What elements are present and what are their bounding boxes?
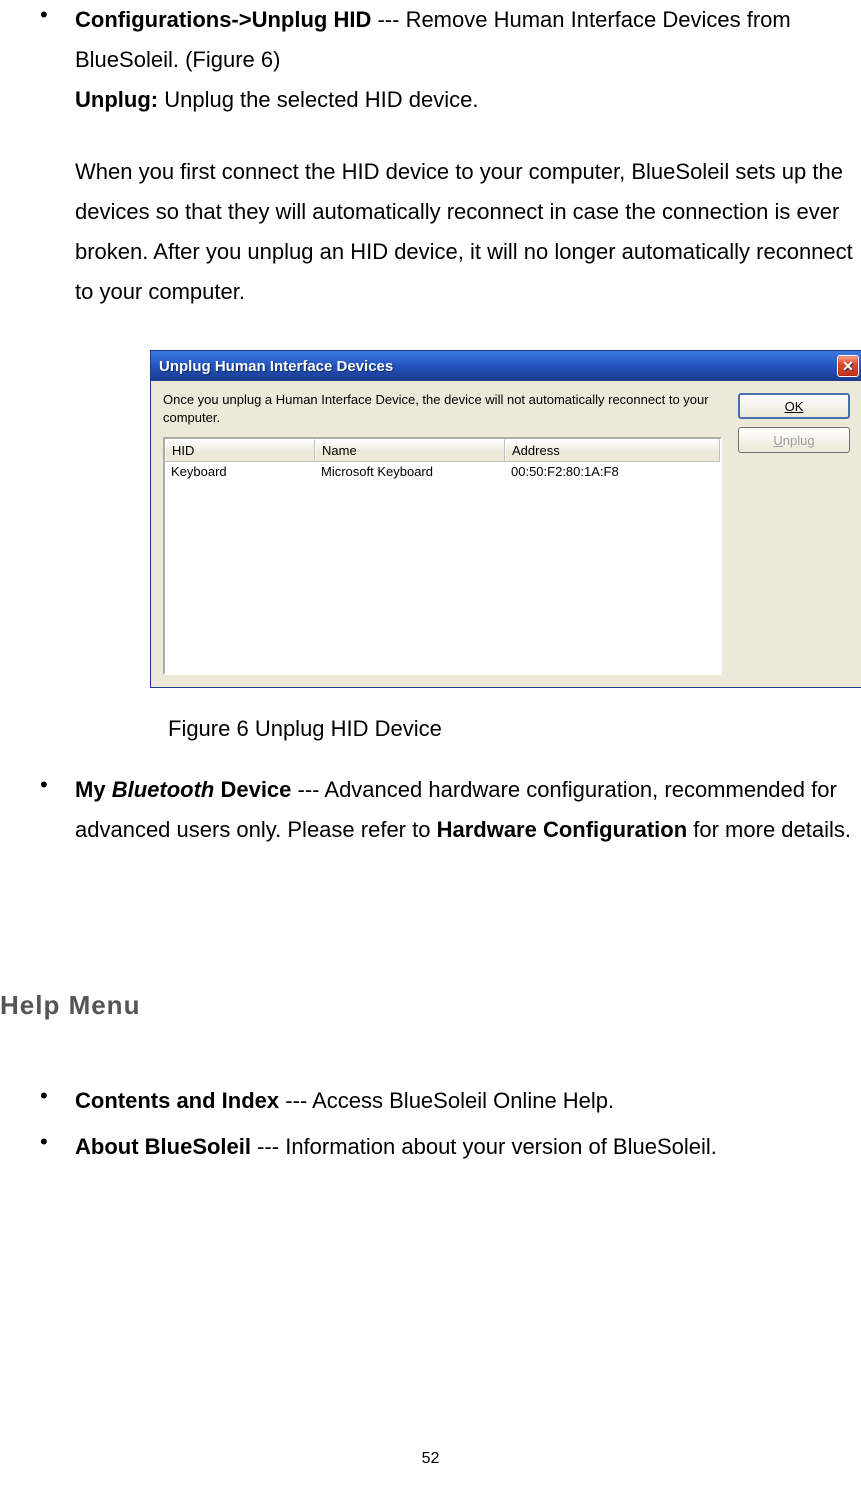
unplug-desc: Unplug the selected HID device. [158,87,478,112]
unplug-line: Unplug: Unplug the selected HID device. [75,80,861,120]
help-menu-heading: Help Menu [0,990,861,1021]
config-bullet: Configurations->Unplug HID --- Remove Hu… [30,0,861,742]
unplug-button-label: Unplug [773,433,814,448]
config-text: Configurations->Unplug HID --- Remove Hu… [75,0,861,80]
col-header-name[interactable]: Name [315,439,505,461]
mybt-label-em: Bluetooth [112,777,215,802]
cell-name: Microsoft Keyboard [315,462,505,481]
dialog-desc: Once you unplug a Human Interface Device… [163,391,722,427]
help-about-label: About BlueSoleil [75,1134,251,1159]
list-header: HID Name Address [165,439,720,462]
unplug-button[interactable]: Unplug [738,427,850,453]
col-header-hid[interactable]: HID [165,439,315,461]
dialog-body: Once you unplug a Human Interface Device… [151,381,861,687]
mybt-label-post: Device [214,777,291,802]
page-number: 52 [0,1450,861,1468]
config-para2: When you first connect the HID device to… [75,152,861,312]
help-contents-bullet: Contents and Index --- Access BlueSoleil… [30,1081,861,1121]
dialog-left: Once you unplug a Human Interface Device… [163,391,722,675]
dialog-titlebar: Unplug Human Interface Devices ✕ [151,351,861,381]
help-contents-label: Contents and Index [75,1088,279,1113]
unplug-dialog: Unplug Human Interface Devices ✕ Once yo… [150,350,861,688]
close-icon[interactable]: ✕ [837,355,859,377]
col-header-addr[interactable]: Address [505,439,720,461]
cell-hid: Keyboard [165,462,315,481]
device-list[interactable]: HID Name Address Keyboard Microsoft Keyb… [163,437,722,675]
table-row[interactable]: Keyboard Microsoft Keyboard 00:50:F2:80:… [165,462,720,481]
dialog-right: OK Unplug [738,391,850,675]
figure-caption: Figure 6 Unplug HID Device [168,716,861,742]
help-contents-text: Contents and Index --- Access BlueSoleil… [75,1081,861,1121]
help-contents-desc: --- Access BlueSoleil Online Help. [279,1088,614,1113]
help-about-desc: --- Information about your version of Bl… [251,1134,717,1159]
mybt-bullet: My Bluetooth Device --- Advanced hardwar… [30,770,861,850]
help-about-text: About BlueSoleil --- Information about y… [75,1127,861,1167]
config-label: Configurations->Unplug HID [75,7,371,32]
ok-button[interactable]: OK [738,393,850,419]
mybt-bold-ref: Hardware Configuration [437,817,688,842]
help-about-bullet: About BlueSoleil --- Information about y… [30,1127,861,1167]
unplug-label: Unplug: [75,87,158,112]
dialog-title: Unplug Human Interface Devices [159,358,837,375]
cell-addr: 00:50:F2:80:1A:F8 [505,462,720,481]
mybt-label-pre: My [75,777,112,802]
ok-button-label: OK [785,399,804,414]
mybt-desc-tail: for more details. [687,817,851,842]
mybt-text: My Bluetooth Device --- Advanced hardwar… [75,770,861,850]
